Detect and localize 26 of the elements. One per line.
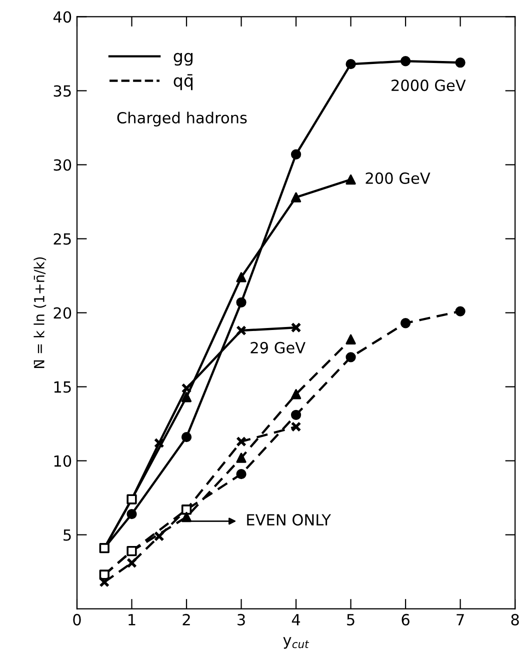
y-tick-label: 30 [54,159,72,171]
y-tick-label: 35 [54,85,71,97]
legend-label: gg [174,52,192,66]
legend-label: qq̄ [174,74,192,90]
annotation: Charged hadrons [117,112,247,126]
x-tick-label: 3 [238,614,245,626]
x-tick-label: 0 [73,614,81,626]
annotation: 2000 GeV [392,80,466,92]
y-tick-label: 20 [54,307,72,319]
y-tick-label: 40 [53,11,72,23]
x-tick-label: 1 [128,614,136,626]
x-axis-title: y$_{cut}$ [283,637,310,649]
x-tick-label: 4 [292,614,300,626]
annotation: EVEN ONLY [247,514,331,526]
y-tick-label: 15 [54,381,71,393]
annotation: 200 GeV [366,172,430,184]
y-tick-label: 25 [54,233,71,245]
y-tick-label: 5 [64,529,71,541]
x-tick-label: 8 [511,614,519,626]
y-axis-title: N̄ = k ln (1+n̄/k) [34,257,46,368]
x-tick-label: 5 [347,614,354,626]
x-tick-label: 6 [402,614,410,626]
annotation: 29 GeV [250,342,306,354]
x-tick-label: 2 [182,614,190,626]
y-tick-label: 10 [54,455,72,467]
x-tick-label: 7 [456,614,464,626]
